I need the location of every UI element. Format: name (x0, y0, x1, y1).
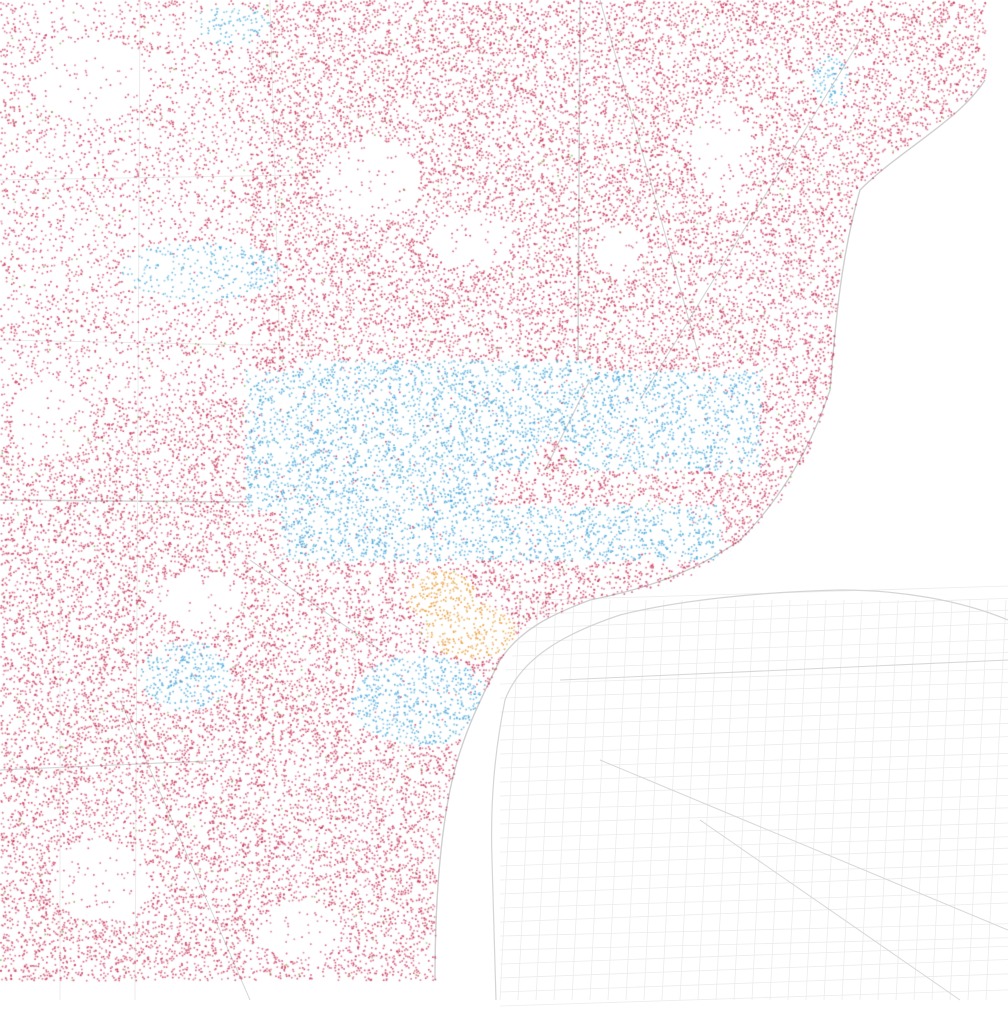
street-east (499, 822, 1008, 839)
street-east (607, 599, 629, 1001)
street-east (643, 599, 665, 1001)
street-east (499, 836, 1008, 853)
street-east (499, 777, 1008, 797)
street-east (571, 599, 593, 1001)
street-east (625, 599, 647, 1001)
street-east (499, 723, 1008, 741)
road-minor (134, 0, 141, 1001)
road-major (249, 559, 381, 651)
road-minor (0, 174, 301, 181)
street-east (499, 736, 1008, 755)
street-east (499, 708, 1008, 727)
street-east (499, 599, 521, 1001)
east-bank-shoreline (490, 589, 1008, 1001)
road-major (639, 39, 861, 401)
street-east (931, 599, 953, 1001)
street-east (517, 599, 539, 1001)
street-east (769, 599, 791, 1001)
road-minor (0, 339, 251, 346)
street-east (499, 795, 1008, 811)
street-east (499, 681, 1008, 699)
street-east (751, 599, 773, 1001)
street-east (877, 599, 899, 1001)
street-east (511, 639, 1008, 657)
street-east (661, 599, 683, 1001)
street-east (525, 609, 1008, 629)
street-east (499, 753, 1008, 769)
road-major (577, 0, 581, 361)
street-east (535, 599, 557, 1001)
street-east (499, 807, 1008, 825)
highway-east (699, 819, 961, 1001)
road-major (119, 699, 251, 1001)
road-major (0, 499, 251, 503)
street-east (499, 923, 1008, 937)
road-major (0, 759, 231, 771)
street-east (504, 652, 1008, 671)
road-major (599, 0, 701, 361)
street-east (949, 599, 971, 1001)
street-east (499, 765, 1008, 783)
street-east (553, 599, 575, 1001)
street-east (697, 599, 719, 1001)
street-east (967, 599, 989, 1001)
street-east (589, 599, 611, 1001)
street-east (805, 599, 827, 1001)
east-bank-street-grid (499, 585, 1008, 1007)
street-east (499, 937, 1008, 951)
street-east (518, 622, 1008, 643)
road-minor (269, 0, 281, 361)
street-east (532, 597, 1008, 615)
street-east (715, 599, 737, 1001)
highway-east (559, 659, 1008, 681)
land-roads (0, 0, 861, 1001)
street-east (499, 696, 1008, 713)
street-east (499, 973, 1008, 993)
street-east (733, 599, 755, 1001)
river-shoreline (434, 79, 986, 981)
road-major (544, 379, 591, 471)
